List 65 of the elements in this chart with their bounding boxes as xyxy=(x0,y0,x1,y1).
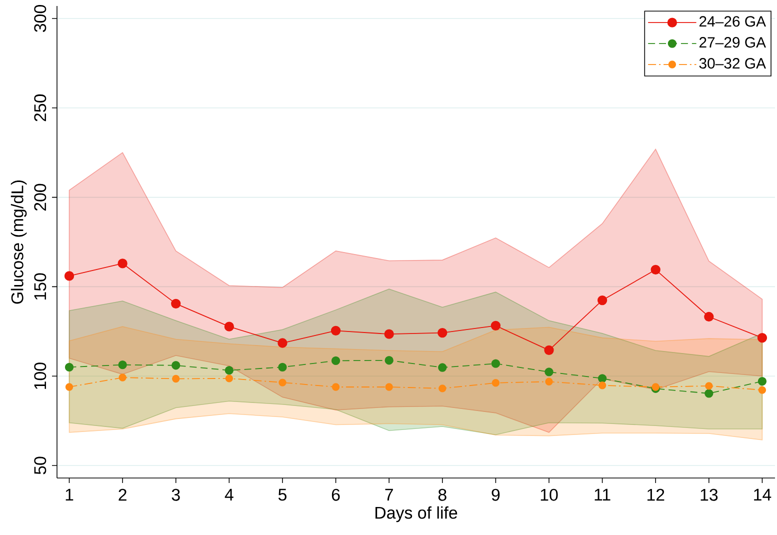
point xyxy=(438,328,448,338)
x-axis-title: Days of life xyxy=(376,506,458,522)
point xyxy=(118,374,126,382)
y-tick-label: 300 xyxy=(34,5,46,32)
point xyxy=(118,360,127,370)
point xyxy=(544,345,554,355)
y-tick-label: 150 xyxy=(34,273,46,300)
point xyxy=(118,258,128,268)
y-axis-title: Glucose (mg/dL) xyxy=(10,180,27,304)
x-tick-label: 13 xyxy=(700,488,718,501)
x-tick-label: 11 xyxy=(594,488,610,500)
x-tick-label: 1 xyxy=(66,488,74,500)
point xyxy=(598,382,606,390)
point xyxy=(704,312,714,322)
point xyxy=(650,264,660,275)
point xyxy=(224,322,234,332)
point xyxy=(704,389,714,398)
point xyxy=(332,383,340,391)
point xyxy=(597,295,608,306)
point xyxy=(438,384,446,392)
x-tick-label: 12 xyxy=(647,488,664,501)
x-tick-label: 3 xyxy=(172,488,180,501)
point xyxy=(758,386,766,394)
legend-label: 24–26 GA xyxy=(699,16,766,27)
point xyxy=(384,356,394,365)
point xyxy=(65,383,74,391)
x-tick-label: 2 xyxy=(118,488,126,501)
point xyxy=(545,378,553,386)
point xyxy=(64,271,74,281)
point xyxy=(757,332,768,343)
point xyxy=(64,362,74,372)
x-tick-label: 14 xyxy=(754,488,772,500)
point xyxy=(172,361,180,370)
point xyxy=(384,329,394,339)
legend-label: 27–29 GA xyxy=(699,37,766,48)
x-tick-label: 10 xyxy=(540,488,558,501)
x-tick-label: 4 xyxy=(224,488,234,500)
point xyxy=(278,362,287,372)
point xyxy=(492,379,500,387)
y-tick-label: 50 xyxy=(34,456,46,474)
point xyxy=(224,366,234,375)
point xyxy=(598,374,607,383)
legend-label: 30–32 GA xyxy=(699,58,766,69)
point xyxy=(705,382,713,390)
y-tick-label: 100 xyxy=(34,362,46,389)
x-tick-label: 8 xyxy=(438,488,446,501)
point xyxy=(438,363,447,372)
point xyxy=(385,383,393,391)
point xyxy=(330,326,341,336)
point xyxy=(171,298,181,309)
y-tick-label: 250 xyxy=(34,94,46,122)
point xyxy=(278,338,288,348)
x-tick-label: 6 xyxy=(332,488,340,501)
x-tick-label: 7 xyxy=(385,488,393,500)
point xyxy=(331,356,340,366)
y-tick-label: 200 xyxy=(34,184,46,211)
point xyxy=(758,376,767,386)
point xyxy=(491,359,500,368)
x-tick-label: 9 xyxy=(492,488,500,501)
point xyxy=(225,374,234,382)
point xyxy=(490,320,501,331)
point xyxy=(278,378,286,386)
point xyxy=(544,368,554,376)
point xyxy=(172,374,180,383)
x-tick-label: 5 xyxy=(278,488,286,501)
